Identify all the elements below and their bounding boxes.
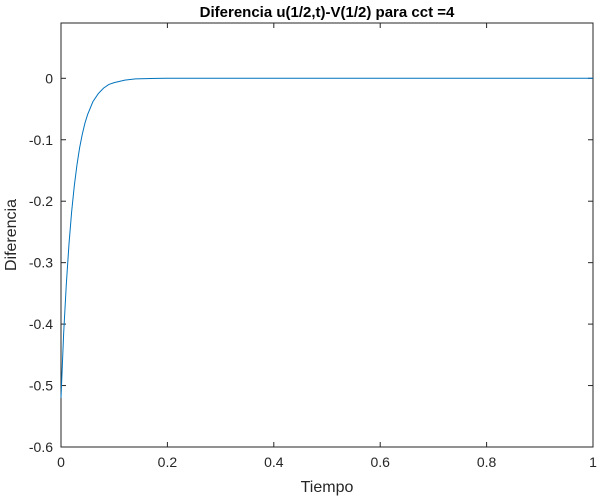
y-tick-label: -0.6 [29,439,53,455]
x-tick-label: 0 [57,454,65,470]
x-tick-label: 0.8 [477,454,497,470]
x-tick-label: 0.6 [370,454,390,470]
y-tick-label: -0.2 [29,193,53,209]
x-tick-label: 0.4 [264,454,284,470]
chart-title: Diferencia u(1/2,t)-V(1/2) para cct =4 [200,4,455,21]
y-tick-label: -0.5 [29,378,53,394]
y-tick-label: 0 [45,70,53,86]
x-axis-label: Tiempo [301,479,354,496]
series-layer [60,77,593,398]
y-tick-label: -0.3 [29,255,53,271]
y-tick-label: -0.4 [29,316,53,332]
x-axis: 0 0.2 0.4 0.6 0.8 1 [57,23,597,470]
x-tick-label: 0.2 [158,454,178,470]
x-tick-label: 1 [589,454,597,470]
series-line [60,77,593,398]
y-axis: 0 -0.1 -0.2 -0.3 -0.4 -0.5 -0.6 [29,70,593,455]
y-tick-label: -0.1 [29,132,53,148]
y-axis-label: Diferencia [3,199,20,271]
plot-area [60,22,594,448]
